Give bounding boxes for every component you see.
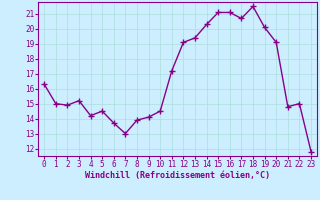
- X-axis label: Windchill (Refroidissement éolien,°C): Windchill (Refroidissement éolien,°C): [85, 171, 270, 180]
